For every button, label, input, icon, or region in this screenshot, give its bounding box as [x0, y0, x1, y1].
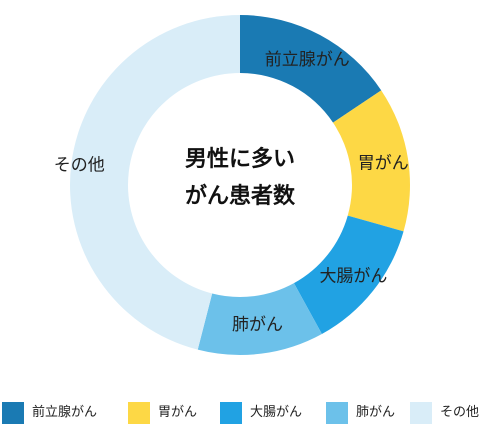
legend-item-colorectal: 大腸がん	[220, 400, 302, 426]
legend-item-prostate: 前立腺がん	[2, 400, 97, 426]
legend-swatch	[2, 402, 24, 424]
slice-label: 肺がん	[232, 315, 283, 335]
legend-item-stomach: 胃がん	[128, 400, 197, 426]
legend-label: 前立腺がん	[32, 405, 98, 420]
legend-swatch	[128, 402, 150, 424]
slice-label: 胃がん	[358, 153, 409, 173]
donut-slice	[69, 15, 240, 350]
center-title-line-1: 男性に多い	[185, 146, 295, 172]
legend-label: その他	[440, 405, 480, 420]
legend-swatch	[410, 402, 432, 424]
center-title-line-2: がん患者数	[185, 183, 296, 209]
donut-slices	[69, 15, 410, 355]
legend-label: 大腸がん	[250, 405, 303, 420]
legend-label: 肺がん	[356, 405, 396, 420]
donut-slice	[333, 90, 410, 232]
donut-slice	[293, 215, 404, 334]
legend-label: 胃がん	[158, 405, 198, 420]
donut-slice	[240, 15, 382, 123]
slice-label: 前立腺がん	[265, 50, 350, 70]
legend-swatch	[326, 402, 348, 424]
donut-slice	[197, 283, 322, 355]
slice-label: 大腸がん	[319, 266, 387, 286]
legend-item-other: その他	[410, 400, 479, 426]
legend-swatch	[220, 402, 242, 424]
slice-label: その他	[54, 156, 105, 176]
legend-item-lung: 肺がん	[326, 400, 395, 426]
legend: 前立腺がん 胃がん 大腸がん 肺がん その他	[0, 400, 484, 426]
